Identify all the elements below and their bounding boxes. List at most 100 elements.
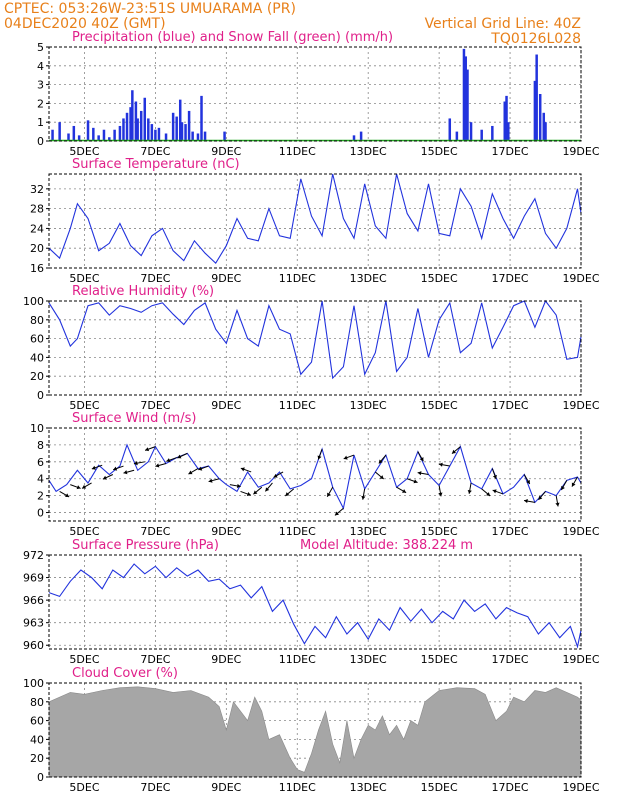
rh-xtick-label: 11DEC [279, 399, 316, 412]
precip-bar [58, 122, 61, 141]
wind-frame [49, 428, 581, 521]
pres-xtick-label: 9DEC [211, 653, 241, 666]
temp-xtick-label: 11DEC [279, 272, 316, 285]
precip-bar [191, 132, 194, 141]
header-grid-note: Vertical Grid Line: 40Z [425, 16, 581, 32]
precip-bar [136, 118, 139, 141]
precip-bar [131, 90, 134, 141]
precip-bar [480, 130, 483, 141]
pres-xtick-label: 7DEC [140, 653, 170, 666]
wind-ytick-label: 6 [37, 456, 44, 469]
precip-bar [158, 128, 161, 141]
precip-title: Precipitation (blue) and Snow Fall (gree… [72, 30, 393, 45]
rh-xtick-label: 19DEC [562, 399, 599, 412]
precip-bar [491, 126, 494, 141]
precip-bar [151, 124, 154, 141]
precip-bar [144, 98, 147, 141]
wind-line [49, 445, 581, 508]
wind-ytick-label: 10 [30, 422, 44, 435]
cloud-xtick-label: 7DEC [140, 781, 170, 794]
precip-bar [507, 122, 510, 141]
wind-ytick-label: 4 [37, 473, 44, 486]
precip-bar [544, 122, 547, 141]
cloud-ytick-label: 40 [30, 733, 44, 746]
cloud-ytick-label: 60 [30, 715, 44, 728]
precip-bar [87, 120, 90, 141]
cloud-title: Cloud Cover (%) [72, 666, 178, 681]
wind-xtick-label: 7DEC [140, 525, 170, 538]
rh-ytick-label: 40 [30, 351, 44, 364]
precip-xtick-label: 11DEC [279, 145, 316, 158]
temp-ytick-label: 20 [30, 242, 44, 255]
cloud-area [49, 687, 581, 777]
pres-xtick-label: 19DEC [562, 653, 599, 666]
pres-xtick-label: 17DEC [492, 653, 529, 666]
wind-xtick-label: 9DEC [211, 525, 241, 538]
rh-line [49, 301, 581, 378]
cloud-xtick-label: 11DEC [279, 781, 316, 794]
temp-xtick-label: 13DEC [350, 272, 387, 285]
temp-xtick-label: 15DEC [421, 272, 458, 285]
temp-xtick-label: 19DEC [562, 272, 599, 285]
temp-line [49, 174, 581, 263]
pres-ytick-label: 972 [23, 549, 44, 562]
panel-pres: Surface Pressure (hPa)Model Altitude: 38… [23, 538, 600, 666]
precip-bar [51, 130, 54, 141]
precip-ytick-label: 1 [37, 116, 44, 129]
precip-bar [535, 55, 538, 141]
wind-title: Surface Wind (m/s) [72, 411, 196, 426]
precip-bar [539, 94, 542, 141]
rh-ytick-label: 100 [23, 295, 44, 308]
precip-bar [73, 126, 76, 141]
wind-xtick-label: 17DEC [492, 525, 529, 538]
pres-xtick-label: 15DEC [421, 653, 458, 666]
wind-ytick-label: 8 [37, 439, 44, 452]
rh-xtick-label: 15DEC [421, 399, 458, 412]
precip-bar [456, 132, 459, 141]
precip-ytick-label: 4 [37, 60, 44, 73]
pres-xtick-label: 13DEC [350, 653, 387, 666]
header-model-id: TQ0126L028 [490, 31, 581, 47]
wind-arrow-head [123, 470, 127, 474]
precip-xtick-label: 15DEC [421, 145, 458, 158]
precip-frame [49, 47, 581, 141]
wind-xtick-label: 19DEC [562, 525, 599, 538]
cloud-ytick-label: 20 [30, 752, 44, 765]
pres-line [49, 564, 581, 647]
panel-precip: Precipitation (blue) and Snow Fall (gree… [37, 30, 600, 158]
precip-bar [147, 118, 150, 141]
cloud-ytick-label: 80 [30, 696, 44, 709]
pres-ytick-label: 960 [23, 639, 44, 652]
precip-bar [181, 122, 184, 141]
precip-bar [360, 132, 363, 141]
precip-bar [140, 111, 143, 141]
pres-xtick-label: 5DEC [69, 653, 99, 666]
temp-frame [49, 174, 581, 268]
temp-xtick-label: 9DEC [211, 272, 241, 285]
pres-xtick-label: 11DEC [279, 653, 316, 666]
wind-arrow-head [155, 463, 159, 467]
precip-xtick-label: 19DEC [562, 145, 599, 158]
precip-xtick-label: 17DEC [492, 145, 529, 158]
precip-bar [172, 113, 175, 141]
pres-extra-label: Model Altitude: 388.224 m [300, 538, 473, 553]
precip-ytick-label: 5 [37, 41, 44, 54]
rh-xtick-label: 9DEC [211, 399, 241, 412]
cloud-xtick-label: 15DEC [421, 781, 458, 794]
cloud-ytick-label: 0 [37, 771, 44, 784]
temp-ytick-label: 24 [30, 222, 44, 235]
wind-xtick-label: 11DEC [279, 525, 316, 538]
temp-title: Surface Temperature (nC) [72, 157, 240, 172]
rh-ytick-label: 60 [30, 333, 44, 346]
wind-arrow-head [209, 479, 213, 483]
precip-bar [122, 118, 125, 141]
precip-ytick-label: 0 [37, 135, 44, 148]
precip-xtick-label: 13DEC [350, 145, 387, 158]
precip-ytick-label: 2 [37, 97, 44, 110]
cloud-xtick-label: 19DEC [562, 781, 599, 794]
header-location: CPTEC: 053:26W-23:51S UMUARAMA (PR) [4, 1, 296, 17]
precip-bar [466, 70, 469, 141]
